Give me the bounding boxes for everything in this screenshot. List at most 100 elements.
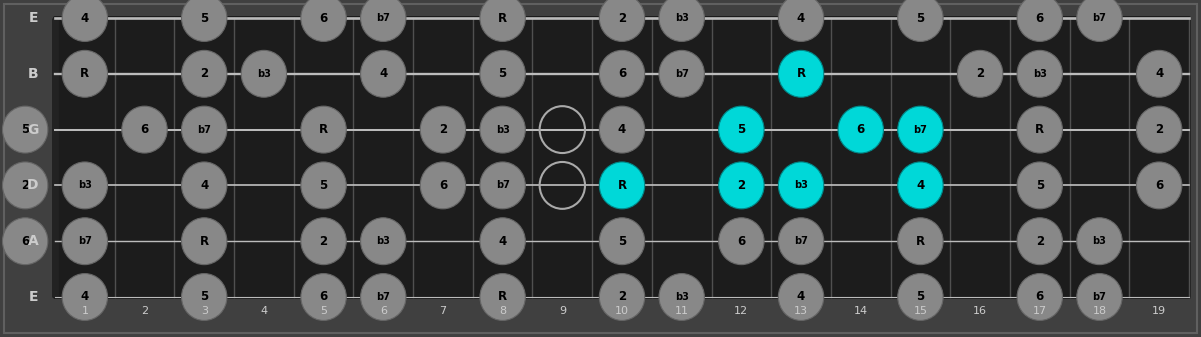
Text: 7: 7 (440, 306, 447, 316)
Ellipse shape (181, 274, 227, 320)
Ellipse shape (778, 0, 824, 41)
Ellipse shape (480, 0, 525, 41)
Ellipse shape (1077, 274, 1122, 320)
Text: b7: b7 (914, 125, 927, 134)
Ellipse shape (599, 162, 645, 209)
Ellipse shape (957, 50, 1003, 97)
Text: b7: b7 (376, 292, 390, 302)
Ellipse shape (2, 162, 48, 209)
Text: 6: 6 (1035, 11, 1044, 25)
Text: 4: 4 (380, 67, 388, 80)
Ellipse shape (1017, 274, 1063, 320)
Text: 2: 2 (438, 123, 447, 136)
Text: B: B (28, 67, 38, 81)
Text: 2: 2 (141, 306, 148, 316)
Ellipse shape (599, 106, 645, 153)
Text: 5: 5 (22, 123, 29, 136)
Text: 2: 2 (319, 235, 328, 248)
Ellipse shape (1136, 50, 1182, 97)
Text: 17: 17 (1033, 306, 1047, 316)
Ellipse shape (2, 106, 48, 153)
Text: 6: 6 (617, 67, 626, 80)
Ellipse shape (181, 162, 227, 209)
Text: R: R (498, 290, 507, 304)
Text: 6: 6 (319, 290, 328, 304)
Text: 5: 5 (201, 290, 208, 304)
Text: 10: 10 (615, 306, 629, 316)
Ellipse shape (2, 218, 48, 265)
Ellipse shape (897, 274, 943, 320)
Text: 5: 5 (498, 67, 507, 80)
Text: R: R (617, 179, 627, 192)
Text: 5: 5 (1035, 179, 1044, 192)
Text: b7: b7 (496, 180, 509, 190)
Text: 15: 15 (914, 306, 927, 316)
Ellipse shape (360, 218, 406, 265)
Text: 1: 1 (82, 306, 89, 316)
Text: 2: 2 (737, 179, 746, 192)
Text: 16: 16 (973, 306, 987, 316)
Text: 5: 5 (201, 11, 208, 25)
Text: b3: b3 (78, 180, 91, 190)
Ellipse shape (1017, 218, 1063, 265)
Ellipse shape (659, 0, 704, 41)
Ellipse shape (181, 218, 227, 265)
Ellipse shape (1017, 162, 1063, 209)
Ellipse shape (778, 218, 824, 265)
Text: b3: b3 (376, 236, 390, 246)
Text: E: E (29, 290, 37, 304)
Text: b7: b7 (675, 69, 688, 79)
Text: 14: 14 (854, 306, 868, 316)
Ellipse shape (778, 162, 824, 209)
Text: 2: 2 (22, 179, 29, 192)
Ellipse shape (1136, 162, 1182, 209)
Text: b7: b7 (78, 236, 91, 246)
Text: 4: 4 (916, 179, 925, 192)
Text: R: R (498, 11, 507, 25)
Ellipse shape (181, 106, 227, 153)
Ellipse shape (181, 50, 227, 97)
FancyBboxPatch shape (4, 4, 1197, 333)
Ellipse shape (121, 106, 167, 153)
Ellipse shape (897, 162, 943, 209)
Ellipse shape (420, 106, 466, 153)
Text: 13: 13 (794, 306, 808, 316)
Text: 6: 6 (22, 235, 29, 248)
Ellipse shape (718, 218, 764, 265)
Text: D: D (28, 178, 38, 192)
Text: 12: 12 (734, 306, 748, 316)
Ellipse shape (1017, 50, 1063, 97)
Text: b3: b3 (675, 292, 688, 302)
Text: b3: b3 (794, 180, 808, 190)
Ellipse shape (480, 50, 525, 97)
Text: 9: 9 (558, 306, 566, 316)
Text: 6: 6 (438, 179, 447, 192)
Text: 4: 4 (80, 11, 89, 25)
Text: 2: 2 (619, 290, 626, 304)
Text: G: G (28, 123, 38, 136)
Text: 18: 18 (1093, 306, 1106, 316)
FancyBboxPatch shape (53, 16, 1191, 299)
Ellipse shape (480, 162, 525, 209)
Text: 8: 8 (500, 306, 506, 316)
Text: b7: b7 (1093, 13, 1106, 23)
Ellipse shape (778, 50, 824, 97)
Ellipse shape (480, 106, 525, 153)
Ellipse shape (420, 162, 466, 209)
Ellipse shape (62, 218, 108, 265)
Text: b7: b7 (1093, 292, 1106, 302)
Text: 2: 2 (619, 11, 626, 25)
Ellipse shape (599, 218, 645, 265)
Ellipse shape (360, 50, 406, 97)
Text: b3: b3 (675, 13, 688, 23)
Text: 11: 11 (675, 306, 688, 316)
Text: 4: 4 (797, 290, 805, 304)
Text: 5: 5 (319, 179, 328, 192)
Text: R: R (1035, 123, 1045, 136)
Text: 4: 4 (261, 306, 268, 316)
Ellipse shape (838, 106, 884, 153)
Text: 6: 6 (141, 123, 149, 136)
Text: 2: 2 (976, 67, 984, 80)
Text: 3: 3 (201, 306, 208, 316)
Ellipse shape (718, 162, 764, 209)
